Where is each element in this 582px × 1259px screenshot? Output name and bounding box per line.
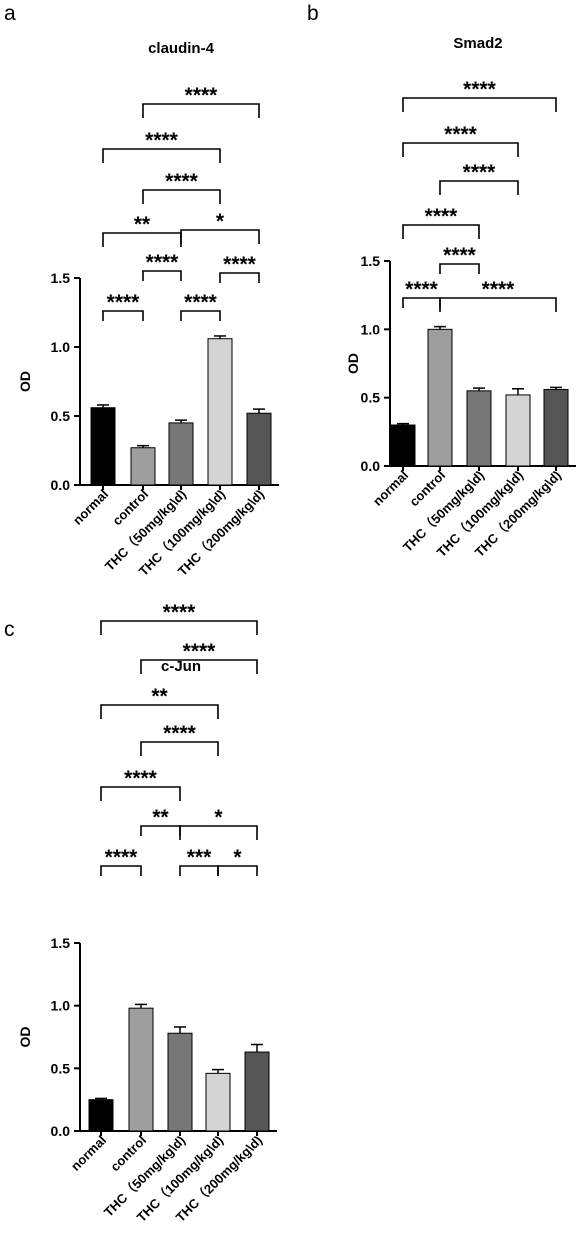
bar [167,1032,193,1132]
y-tick-label: 0.0 [51,1123,71,1139]
panel-letter: b [307,2,319,25]
bar [90,407,116,486]
significance-label: **** [183,640,217,663]
significance-bracket [140,659,258,674]
panel-c: cc-JunOD0.00.51.01.5normalcontrolTHC（50m… [4,601,277,1225]
significance-label: **** [163,722,197,745]
significance-label: **** [443,244,477,267]
panel-a: aclaudin-4OD0.00.51.01.5normalcontrolTHC… [4,2,279,579]
significance-label: *** [187,846,212,869]
significance-bracket [179,825,258,840]
panel-letter: a [4,2,16,25]
bar [466,390,492,467]
bar [205,1072,231,1132]
significance-label: **** [105,846,139,869]
significance-bracket [100,865,142,876]
significance-label: **** [124,767,158,790]
significance-label: **** [463,161,497,184]
bar [168,422,194,486]
chart-title: claudin-4 [148,40,215,57]
significance-bracket [142,189,221,204]
significance-bracket [140,741,219,756]
significance-label: **** [223,253,257,276]
significance-bracket [100,704,219,719]
significance-label: **** [444,123,478,146]
y-tick-label: 1.0 [51,998,71,1014]
significance-label: **** [145,129,179,152]
significance-bracket [142,103,260,118]
significance-label: **** [463,78,497,101]
bar [130,447,156,486]
significance-bracket [100,620,258,635]
y-tick-label: 1.5 [51,270,71,286]
significance-label: **** [163,601,197,624]
bar [207,338,233,486]
y-tick-label: 1.0 [51,339,71,355]
significance-label: **** [185,84,219,107]
significance-bracket [217,865,258,876]
significance-bracket [402,97,557,112]
significance-bracket [102,310,144,321]
significance-bracket [180,310,221,321]
significance-bracket [402,142,519,157]
panel-letter: c [4,618,15,641]
significance-bracket [100,786,181,801]
significance-label: * [216,210,225,233]
y-tick-label: 1.0 [361,321,381,337]
significance-label: * [233,846,242,869]
x-tick-label: normal [68,1133,109,1174]
bar [88,1099,114,1132]
y-tick-label: 0.5 [361,390,381,406]
significance-label: ** [134,213,151,236]
significance-label: * [214,806,223,829]
bar [244,1051,270,1132]
significance-label: **** [107,291,141,314]
significance-bracket [102,148,221,163]
y-tick-label: 1.5 [361,253,381,269]
significance-label: ** [151,685,168,708]
significance-bracket [402,224,480,239]
chart-title: c-Jun [161,658,201,675]
significance-label: **** [482,278,516,301]
y-tick-label: 0.0 [361,458,381,474]
significance-label: **** [146,251,180,274]
significance-label: **** [184,291,218,314]
y-tick-label: 0.0 [51,477,71,493]
significance-label: **** [405,278,439,301]
y-tick-label: 0.5 [51,408,71,424]
significance-bracket [219,272,260,283]
significance-bracket [439,263,480,274]
bar [246,412,272,486]
y-tick-label: 0.5 [51,1060,71,1076]
y-axis-label: OD [345,353,361,374]
significance-label: **** [165,170,199,193]
bar [427,328,453,467]
significance-bracket [180,229,260,244]
bar [543,388,569,467]
y-axis-label: OD [17,371,33,392]
y-tick-label: 1.5 [51,935,71,951]
bar [505,394,531,467]
significance-label: **** [425,205,459,228]
significance-label: ** [152,806,169,829]
significance-bracket [439,180,519,195]
bar [390,424,416,467]
significance-bracket [142,270,182,281]
y-axis-label: OD [17,1027,33,1048]
x-tick-label: normal [70,487,111,528]
significance-bracket [439,297,557,312]
bar [128,1007,154,1132]
chart-title: Smad2 [453,35,502,52]
panel-b: bSmad2OD0.00.51.01.5normalcontrolTHC（50m… [307,2,576,560]
